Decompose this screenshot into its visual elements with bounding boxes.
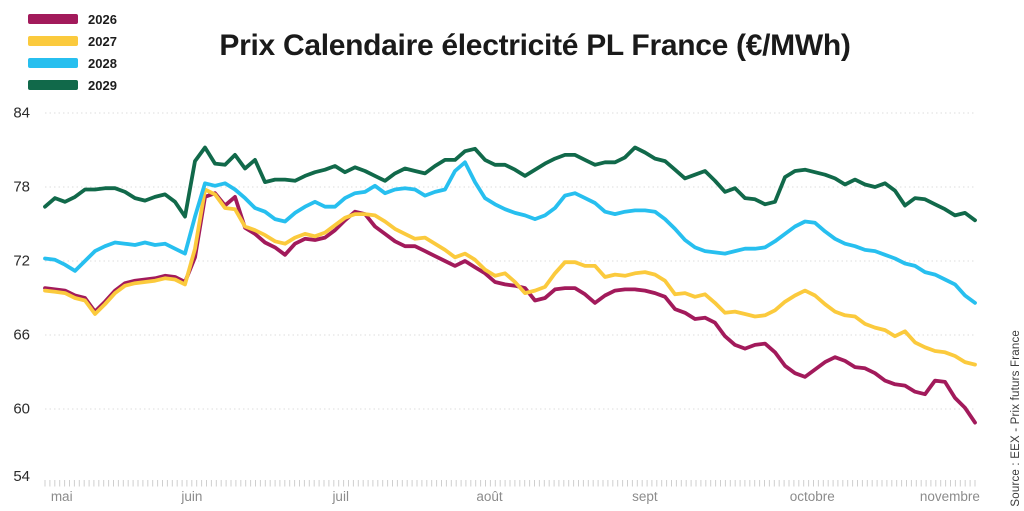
legend-swatch-2027 — [28, 36, 78, 46]
x-month-label-novembre: novembre — [920, 489, 980, 504]
x-month-label-mai: mai — [51, 489, 73, 504]
x-month-label-juil: juil — [331, 489, 349, 504]
legend-swatch-2029 — [28, 80, 78, 90]
y-tick-label-84: 84 — [13, 105, 30, 122]
x-month-label-sept: sept — [632, 489, 658, 504]
source-caption: Source : EEX - Prix futurs France — [1010, 330, 1022, 507]
legend-label-2027: 2027 — [88, 33, 117, 49]
x-month-label-août: août — [476, 489, 503, 504]
x-month-label-octobre: octobre — [790, 489, 835, 504]
series-line-2028 — [43, 160, 977, 305]
y-tick-label-66: 66 — [13, 327, 30, 344]
legend-label-2028: 2028 — [88, 55, 117, 71]
y-tick-label-72: 72 — [13, 253, 30, 270]
series-line-2026 — [43, 191, 977, 425]
legend: 2026 2027 2028 2029 — [28, 8, 117, 96]
x-axis-ticks — [44, 480, 976, 487]
legend-label-2029: 2029 — [88, 77, 117, 93]
y-tick-label-78: 78 — [13, 179, 30, 196]
y-tick-label-54: 54 — [13, 468, 30, 485]
y-tick-label-60: 60 — [13, 401, 30, 418]
legend-item-2029: 2029 — [28, 74, 117, 96]
legend-swatch-2028 — [28, 58, 78, 68]
legend-swatch-2026 — [28, 14, 78, 24]
series-line-2027 — [43, 187, 977, 367]
legend-item-2026: 2026 — [28, 8, 117, 30]
series-line-2029 — [43, 145, 977, 223]
y-axis-labels: 84 78 72 66 60 54 — [13, 105, 30, 486]
x-axis-labels: mai juin juil août sept octobre novembre — [51, 489, 980, 504]
chart-title: Prix Calendaire électricité PL France (€… — [219, 29, 851, 62]
x-month-label-juin: juin — [180, 489, 202, 504]
legend-item-2027: 2027 — [28, 30, 117, 52]
gridlines — [45, 112, 975, 410]
legend-item-2028: 2028 — [28, 52, 117, 74]
legend-label-2026: 2026 — [88, 11, 117, 27]
